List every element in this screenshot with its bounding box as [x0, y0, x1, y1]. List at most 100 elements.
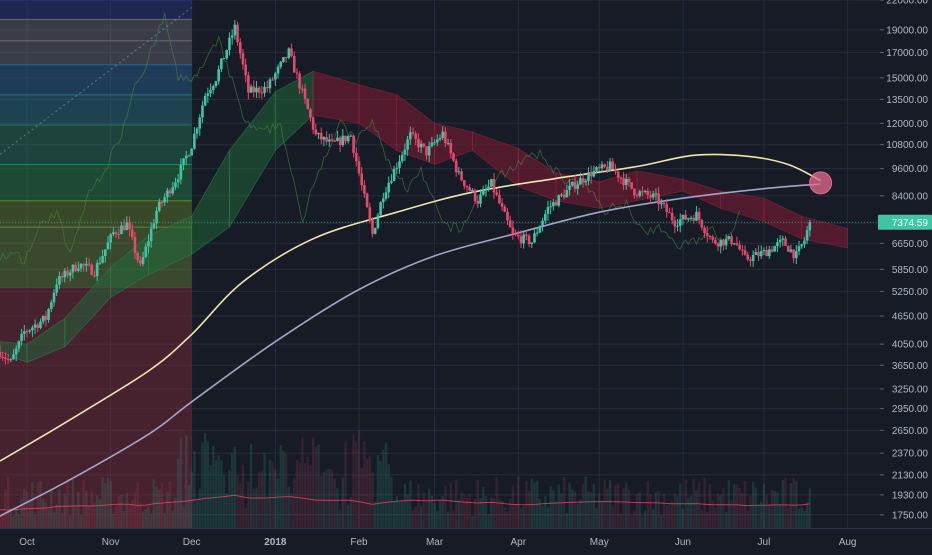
y-tick-label: 6650.00	[892, 239, 929, 250]
ichimoku-cloud	[0, 70, 848, 364]
volume-bar	[649, 494, 652, 528]
volume-bar	[746, 510, 749, 528]
candle-body	[74, 264, 77, 271]
candle-body	[33, 324, 37, 328]
volume-bar	[50, 490, 53, 528]
volume-bar	[290, 492, 293, 528]
candle-body	[157, 201, 161, 211]
volume-bar	[441, 496, 444, 528]
current-price-badge	[878, 214, 932, 230]
candle-body	[341, 135, 345, 146]
volume-bar	[511, 485, 515, 528]
candle-body	[498, 194, 501, 204]
volume-bar	[454, 479, 458, 528]
volume-bar	[266, 496, 269, 528]
volume-bar	[519, 507, 523, 528]
candle-body	[209, 89, 212, 94]
volume-bar	[727, 480, 731, 528]
candle-body	[803, 240, 806, 245]
y-tick-label: 8400.00	[892, 191, 929, 202]
candle-body	[39, 321, 42, 328]
volume-bar	[382, 449, 385, 528]
candle-body	[206, 93, 210, 96]
volume-bar	[538, 499, 542, 528]
volume-bar	[276, 478, 280, 528]
volume-bar	[608, 480, 612, 528]
candle-body	[562, 194, 566, 198]
candle-body	[646, 190, 650, 196]
volume-bar	[452, 510, 455, 528]
candle-body	[260, 92, 264, 94]
candle-body	[195, 128, 199, 134]
volume-bar	[47, 507, 50, 528]
volume-bar	[460, 492, 463, 528]
volume-bar	[244, 507, 247, 528]
volume-bar	[328, 469, 331, 528]
volume-bar	[411, 510, 415, 528]
volume-bar	[1, 514, 4, 528]
y-axis-background	[880, 0, 932, 550]
volume-bar	[403, 484, 407, 528]
volume-bar	[657, 490, 660, 528]
volume-bar	[225, 493, 228, 528]
candle-body	[71, 264, 75, 273]
candle-body	[508, 220, 512, 228]
candle-body	[738, 244, 741, 250]
fib-band	[0, 200, 192, 228]
x-axis[interactable]: Oct Nov Dec 2018 Feb Mar Apr May Jun Jul Aug	[0, 528, 932, 550]
candle-body	[568, 185, 571, 191]
candle-body	[473, 189, 477, 201]
volume-bar	[306, 456, 309, 528]
candle-body	[268, 79, 272, 89]
volume-bar	[552, 490, 555, 528]
volume-bar	[681, 508, 685, 528]
y-tick-label: 2950.00	[892, 404, 929, 415]
ma-300-line	[0, 183, 821, 517]
volume-bar	[282, 450, 285, 528]
volume-bar	[457, 499, 461, 528]
candle-body	[570, 181, 574, 186]
candle-body	[476, 200, 480, 204]
volume-bar	[419, 505, 423, 528]
volume-bar	[66, 478, 69, 528]
volume-bar	[506, 511, 509, 528]
volume-bar	[409, 480, 412, 528]
volume-bar	[646, 481, 650, 528]
candle-body	[500, 203, 504, 207]
candle-body	[444, 131, 447, 144]
ma-200-line	[0, 153, 821, 462]
volume-bar	[236, 475, 239, 528]
candle-body	[419, 143, 423, 148]
y-tick-label: 1930.00	[892, 490, 929, 501]
candle-body	[125, 222, 129, 231]
x-tick-label: Nov	[102, 537, 120, 548]
volume-bar	[82, 480, 85, 528]
candle-body	[735, 243, 739, 245]
candle-body	[406, 139, 409, 150]
volume-bar	[317, 444, 320, 528]
candle-body	[106, 242, 110, 250]
volume-bar	[660, 515, 663, 528]
volume-bar	[338, 509, 342, 528]
volume-bar	[163, 513, 166, 528]
candle-body	[708, 236, 712, 238]
y-axis[interactable]: 22000.00 19000.00 17000.00 15000.00 13500.00…	[878, 0, 932, 550]
volume-bar	[576, 503, 579, 528]
candle-body	[222, 58, 226, 60]
volume-bar	[436, 511, 439, 528]
volume-bar	[274, 469, 277, 528]
candle-body	[616, 171, 620, 178]
candle-body	[68, 272, 72, 276]
candle-body	[301, 88, 304, 90]
volume-bar	[627, 489, 631, 528]
volume-bar	[738, 488, 741, 528]
candle-body	[527, 235, 531, 245]
candle-body	[12, 354, 15, 360]
candle-body	[244, 64, 247, 76]
candle-body	[82, 264, 85, 266]
x-tick-label: Jun	[675, 537, 691, 548]
volume-bar	[425, 499, 428, 528]
candle-body	[481, 190, 485, 195]
volume-bar	[757, 504, 760, 528]
candle-body	[79, 264, 83, 269]
